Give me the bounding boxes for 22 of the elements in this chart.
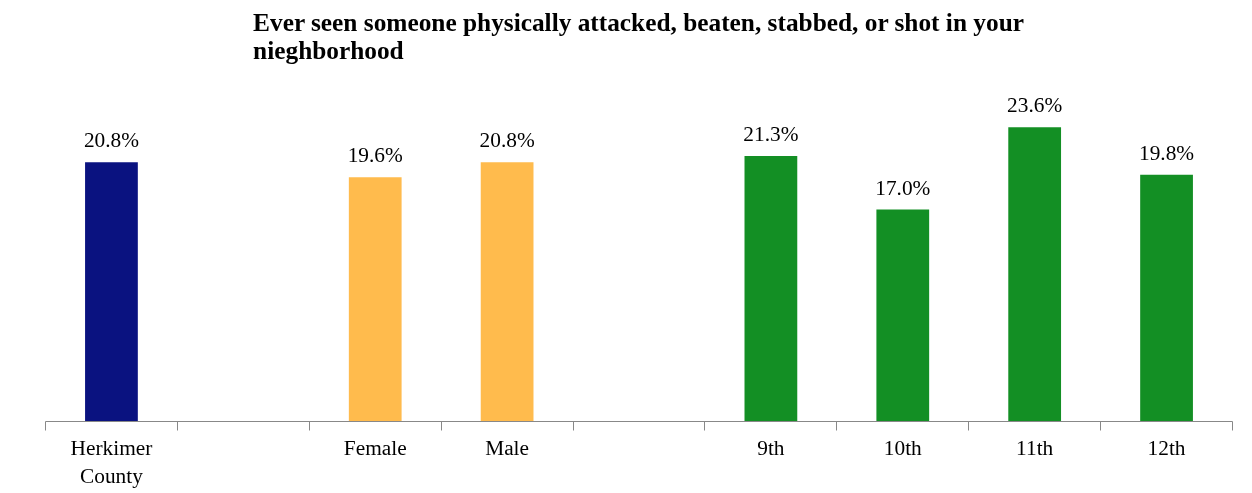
bar <box>348 177 402 422</box>
x-tick-label: Male <box>485 435 530 460</box>
bar <box>744 156 798 422</box>
data-label: 23.6% <box>1007 93 1063 118</box>
data-label: 19.6% <box>347 143 403 168</box>
bar <box>480 162 534 422</box>
x-tick-label: 12th <box>1147 435 1186 460</box>
data-label: 21.3% <box>743 122 799 146</box>
x-tick-label: 10th <box>883 435 923 460</box>
bar <box>1008 127 1062 422</box>
data-label: 20.8% <box>479 128 535 153</box>
bar <box>1140 174 1193 422</box>
x-tick-label: 9th <box>757 435 785 460</box>
data-label: 17.0% <box>875 175 931 200</box>
x-tick-label: 11th <box>1016 435 1054 460</box>
data-label: 19.8% <box>1139 140 1195 165</box>
x-tick-label: Female <box>343 435 407 460</box>
bar <box>876 209 930 422</box>
bar <box>85 162 138 422</box>
chart-title: Ever seen someone physically attacked, beaten, stabbed, or shot in your nieghborhood <box>253 7 1024 64</box>
x-tick-label: Herkimer County <box>70 435 153 489</box>
data-label: 20.8% <box>83 128 140 153</box>
